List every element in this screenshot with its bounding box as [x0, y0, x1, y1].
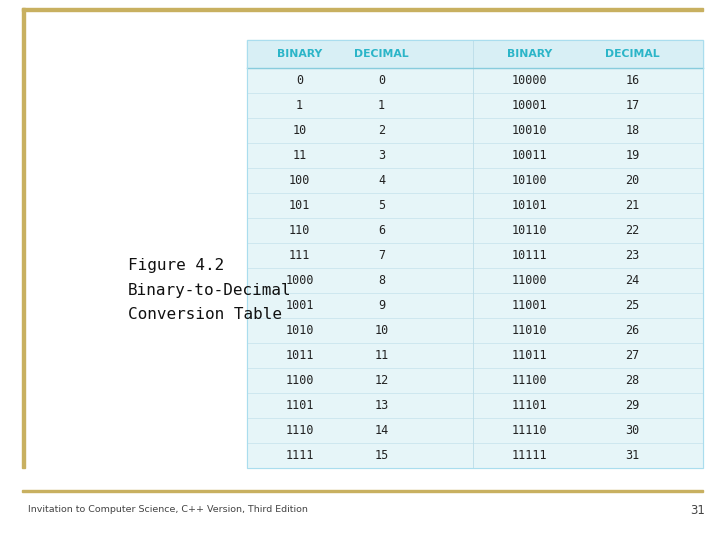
- Text: 10001: 10001: [512, 99, 547, 112]
- Text: DECIMAL: DECIMAL: [354, 49, 409, 59]
- Text: 19: 19: [625, 149, 639, 162]
- Text: 8: 8: [378, 274, 385, 287]
- Text: 10100: 10100: [512, 174, 547, 187]
- Text: 11: 11: [374, 349, 389, 362]
- Text: 22: 22: [625, 224, 639, 237]
- Text: 26: 26: [625, 324, 639, 337]
- Text: 1000: 1000: [285, 274, 314, 287]
- Text: 10111: 10111: [512, 249, 547, 262]
- Text: 1011: 1011: [285, 349, 314, 362]
- Bar: [247, 40, 703, 468]
- Text: 15: 15: [374, 449, 389, 462]
- Text: 10011: 10011: [512, 149, 547, 162]
- Text: 31: 31: [625, 449, 639, 462]
- Text: 12: 12: [374, 374, 389, 387]
- Text: 17: 17: [625, 99, 639, 112]
- Text: 9: 9: [378, 299, 385, 312]
- Text: 27: 27: [625, 349, 639, 362]
- Text: 1001: 1001: [285, 299, 314, 312]
- Bar: [22, 8, 703, 11]
- Text: 100: 100: [289, 174, 310, 187]
- Text: 28: 28: [625, 374, 639, 387]
- Text: 31: 31: [690, 503, 705, 516]
- Bar: [247, 40, 703, 468]
- Text: 0: 0: [296, 74, 303, 87]
- Text: 20: 20: [625, 174, 639, 187]
- Text: 0: 0: [378, 74, 385, 87]
- Text: 11001: 11001: [512, 299, 547, 312]
- Text: 10000: 10000: [512, 74, 547, 87]
- Text: 10: 10: [292, 124, 307, 137]
- Text: 18: 18: [625, 124, 639, 137]
- Text: 1: 1: [296, 99, 303, 112]
- Text: 101: 101: [289, 199, 310, 212]
- Text: 14: 14: [374, 424, 389, 437]
- Text: 25: 25: [625, 299, 639, 312]
- Text: 24: 24: [625, 274, 639, 287]
- Text: DECIMAL: DECIMAL: [605, 49, 660, 59]
- Text: 4: 4: [378, 174, 385, 187]
- Bar: [22, 490, 703, 492]
- Text: 29: 29: [625, 399, 639, 412]
- Text: 10110: 10110: [512, 224, 547, 237]
- Text: 11000: 11000: [512, 274, 547, 287]
- Text: 11101: 11101: [512, 399, 547, 412]
- Text: 5: 5: [378, 199, 385, 212]
- Text: Invitation to Computer Science, C++ Version, Third Edition: Invitation to Computer Science, C++ Vers…: [28, 505, 308, 515]
- Text: 1101: 1101: [285, 399, 314, 412]
- Text: 111: 111: [289, 249, 310, 262]
- Bar: [247, 40, 703, 68]
- Text: 21: 21: [625, 199, 639, 212]
- Text: 11: 11: [292, 149, 307, 162]
- Text: 10101: 10101: [512, 199, 547, 212]
- Text: 11100: 11100: [512, 374, 547, 387]
- Text: 2: 2: [378, 124, 385, 137]
- Text: 1: 1: [378, 99, 385, 112]
- Text: 6: 6: [378, 224, 385, 237]
- Text: 13: 13: [374, 399, 389, 412]
- Text: 1110: 1110: [285, 424, 314, 437]
- Text: BINARY: BINARY: [276, 49, 322, 59]
- Text: 7: 7: [378, 249, 385, 262]
- Text: 11111: 11111: [512, 449, 547, 462]
- Text: 3: 3: [378, 149, 385, 162]
- Text: 30: 30: [625, 424, 639, 437]
- Text: 10: 10: [374, 324, 389, 337]
- Text: BINARY: BINARY: [507, 49, 552, 59]
- Text: 1100: 1100: [285, 374, 314, 387]
- Text: 1111: 1111: [285, 449, 314, 462]
- Text: 1010: 1010: [285, 324, 314, 337]
- Text: 10010: 10010: [512, 124, 547, 137]
- Text: 11010: 11010: [512, 324, 547, 337]
- Text: 23: 23: [625, 249, 639, 262]
- Text: 11110: 11110: [512, 424, 547, 437]
- Text: 16: 16: [625, 74, 639, 87]
- Text: 11011: 11011: [512, 349, 547, 362]
- Text: 110: 110: [289, 224, 310, 237]
- Text: Figure 4.2
Binary-to-Decimal
Conversion Table: Figure 4.2 Binary-to-Decimal Conversion …: [128, 258, 292, 322]
- Bar: [22, 8, 25, 468]
